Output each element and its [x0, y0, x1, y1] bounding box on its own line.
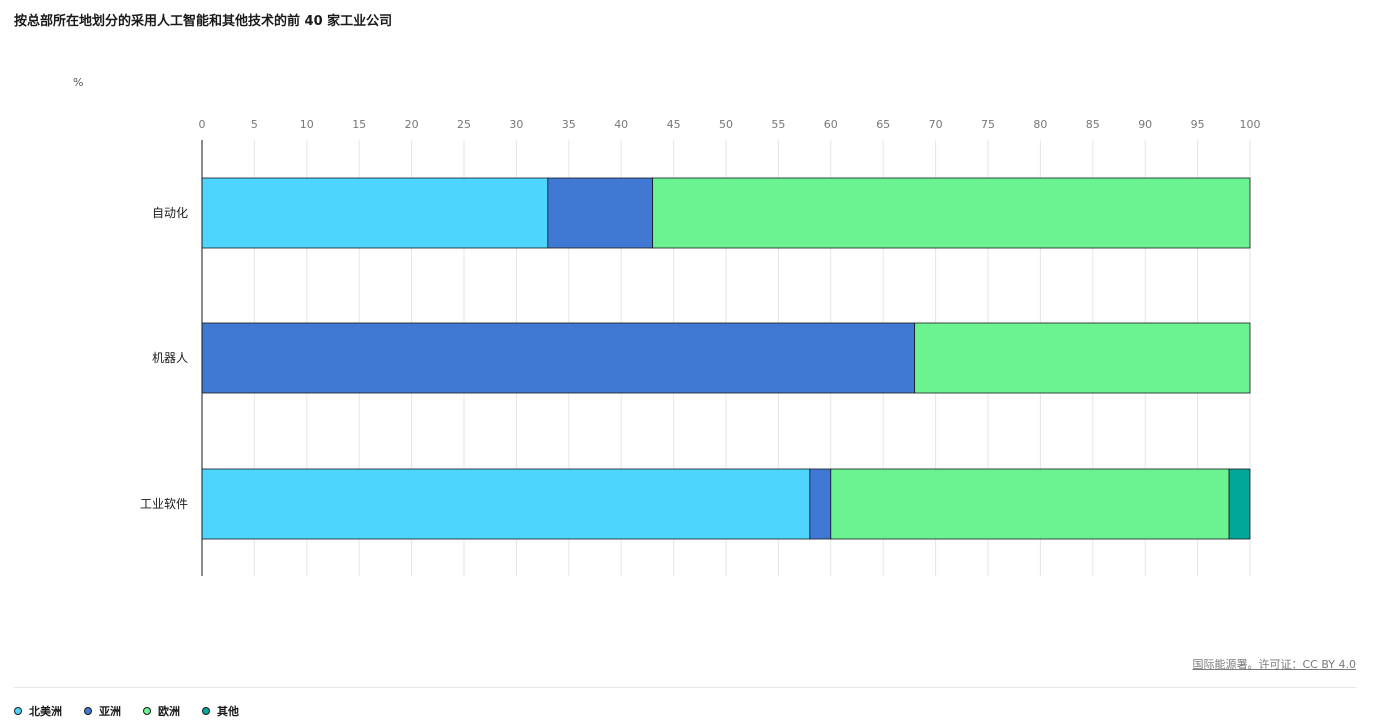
- bar-segment: [914, 322, 1251, 394]
- x-tick-label: 85: [1086, 118, 1100, 131]
- category-label: 工业软件: [140, 497, 188, 511]
- x-tick-label: 5: [251, 118, 258, 131]
- legend: 北美洲 亚洲 欧洲 其他: [14, 703, 239, 719]
- legend-swatch: [143, 707, 151, 715]
- legend-item-asia[interactable]: 亚洲: [84, 703, 121, 719]
- legend-swatch: [84, 707, 92, 715]
- bar-segment: [201, 322, 916, 394]
- x-tick-label: 65: [876, 118, 890, 131]
- x-tick-label: 25: [457, 118, 471, 131]
- legend-item-other[interactable]: 其他: [202, 703, 239, 719]
- x-tick-label: 100: [1240, 118, 1261, 131]
- bar-segment: [809, 468, 832, 540]
- x-tick-label: 55: [771, 118, 785, 131]
- x-tick-label: 35: [562, 118, 576, 131]
- legend-label: 亚洲: [99, 705, 121, 718]
- bar-segment: [1228, 468, 1251, 540]
- x-tick-label: 60: [824, 118, 838, 131]
- bar-segment: [830, 468, 1230, 540]
- x-tick-label: 20: [405, 118, 419, 131]
- x-tick-label: 0: [199, 118, 206, 131]
- legend-swatch: [14, 707, 22, 715]
- x-tick-label: 40: [614, 118, 628, 131]
- bar-segment: [201, 177, 549, 249]
- source-link[interactable]: 国际能源署。许可证：CC BY 4.0: [1192, 658, 1356, 671]
- legend-divider: [14, 687, 1356, 688]
- category-label: 自动化: [152, 206, 188, 220]
- x-tick-label: 15: [352, 118, 366, 131]
- bar-segment: [201, 468, 811, 540]
- x-tick-label: 30: [509, 118, 523, 131]
- category-label: 机器人: [152, 351, 188, 365]
- x-tick-label: 45: [667, 118, 681, 131]
- x-tick-label: 90: [1138, 118, 1152, 131]
- legend-item-north-america[interactable]: 北美洲: [14, 703, 62, 719]
- bar-segment: [547, 177, 654, 249]
- bar-segment: [652, 177, 1251, 249]
- x-tick-label: 75: [981, 118, 995, 131]
- chart-title: 按总部所在地划分的采用人工智能和其他技术的前 40 家工业公司: [14, 14, 393, 29]
- legend-label: 北美洲: [29, 705, 62, 718]
- legend-swatch: [202, 707, 210, 715]
- x-tick-label: 95: [1191, 118, 1205, 131]
- x-tick-label: 10: [300, 118, 314, 131]
- legend-label: 欧洲: [158, 705, 180, 718]
- unit-label: %: [73, 76, 84, 89]
- legend-label: 其他: [217, 705, 239, 718]
- x-tick-label: 50: [719, 118, 733, 131]
- x-tick-label: 80: [1033, 118, 1047, 131]
- x-tick-label: 70: [929, 118, 943, 131]
- legend-item-europe[interactable]: 欧洲: [143, 703, 180, 719]
